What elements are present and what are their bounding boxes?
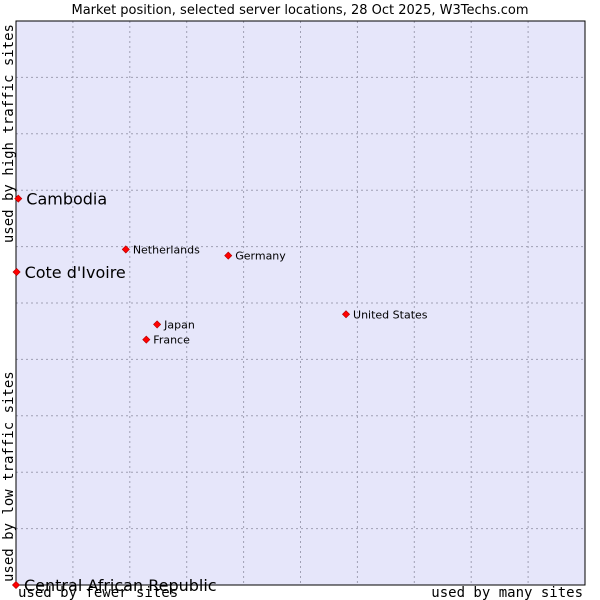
point-label-japan: Japan bbox=[163, 318, 195, 331]
grid-lines bbox=[16, 21, 585, 585]
data-point-netherlands bbox=[121, 245, 130, 254]
data-point-germany bbox=[224, 251, 233, 260]
y-axis-label-top: used by high traffic sites bbox=[1, 24, 17, 243]
data-point-central-african-republic bbox=[11, 580, 21, 590]
y-axis-label-bottom: used by low traffic sites bbox=[1, 371, 17, 582]
point-label-netherlands: Netherlands bbox=[133, 243, 200, 256]
data-point-cambodia bbox=[14, 194, 23, 203]
x-axis-label-left: used by fewer sites bbox=[18, 585, 178, 600]
data-point-france bbox=[142, 335, 151, 344]
point-label-central-african-republic: Central African Republic bbox=[24, 576, 217, 595]
point-label-united-states: United States bbox=[353, 308, 428, 321]
point-label-germany: Germany bbox=[235, 250, 286, 263]
point-label-cambodia: Cambodia bbox=[26, 190, 107, 209]
point-label-france: France bbox=[153, 334, 190, 347]
data-points: Cambodia Cote d'Ivoire Central African Rep… bbox=[11, 190, 428, 595]
data-point-united-states bbox=[341, 310, 351, 319]
x-axis-label-right: used by many sites bbox=[431, 585, 583, 600]
data-point-japan bbox=[153, 320, 162, 329]
point-label-cote-d-ivoire: Cote d'Ivoire bbox=[25, 263, 126, 282]
chart-title: Market position, selected server locatio… bbox=[71, 3, 528, 18]
plot-border bbox=[15, 20, 586, 586]
data-point-cote-d-ivoire bbox=[12, 267, 21, 277]
